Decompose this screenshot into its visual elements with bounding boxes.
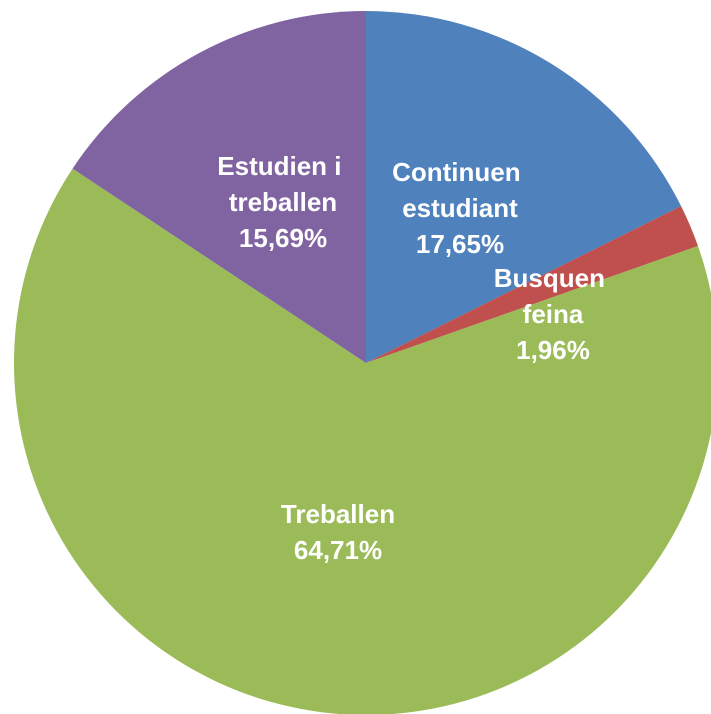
pie-slice <box>366 206 698 363</box>
slice-value-label: 64,71% <box>294 535 382 565</box>
pie-slice <box>366 11 682 363</box>
slice-category-label: Treballen <box>281 499 395 529</box>
pie-slice <box>72 11 366 363</box>
slice-value-label: 15,69% <box>239 223 327 253</box>
slice-category-label: Continuen estudiant <box>392 157 528 223</box>
pie-slice <box>14 168 711 714</box>
slice-value-label: 17,65% <box>416 229 504 259</box>
slice-category-label: Estudien i treballen <box>217 151 348 217</box>
slice-value-label: 1,96% <box>516 335 590 365</box>
slice-category-label: Busquen feina <box>494 263 612 329</box>
